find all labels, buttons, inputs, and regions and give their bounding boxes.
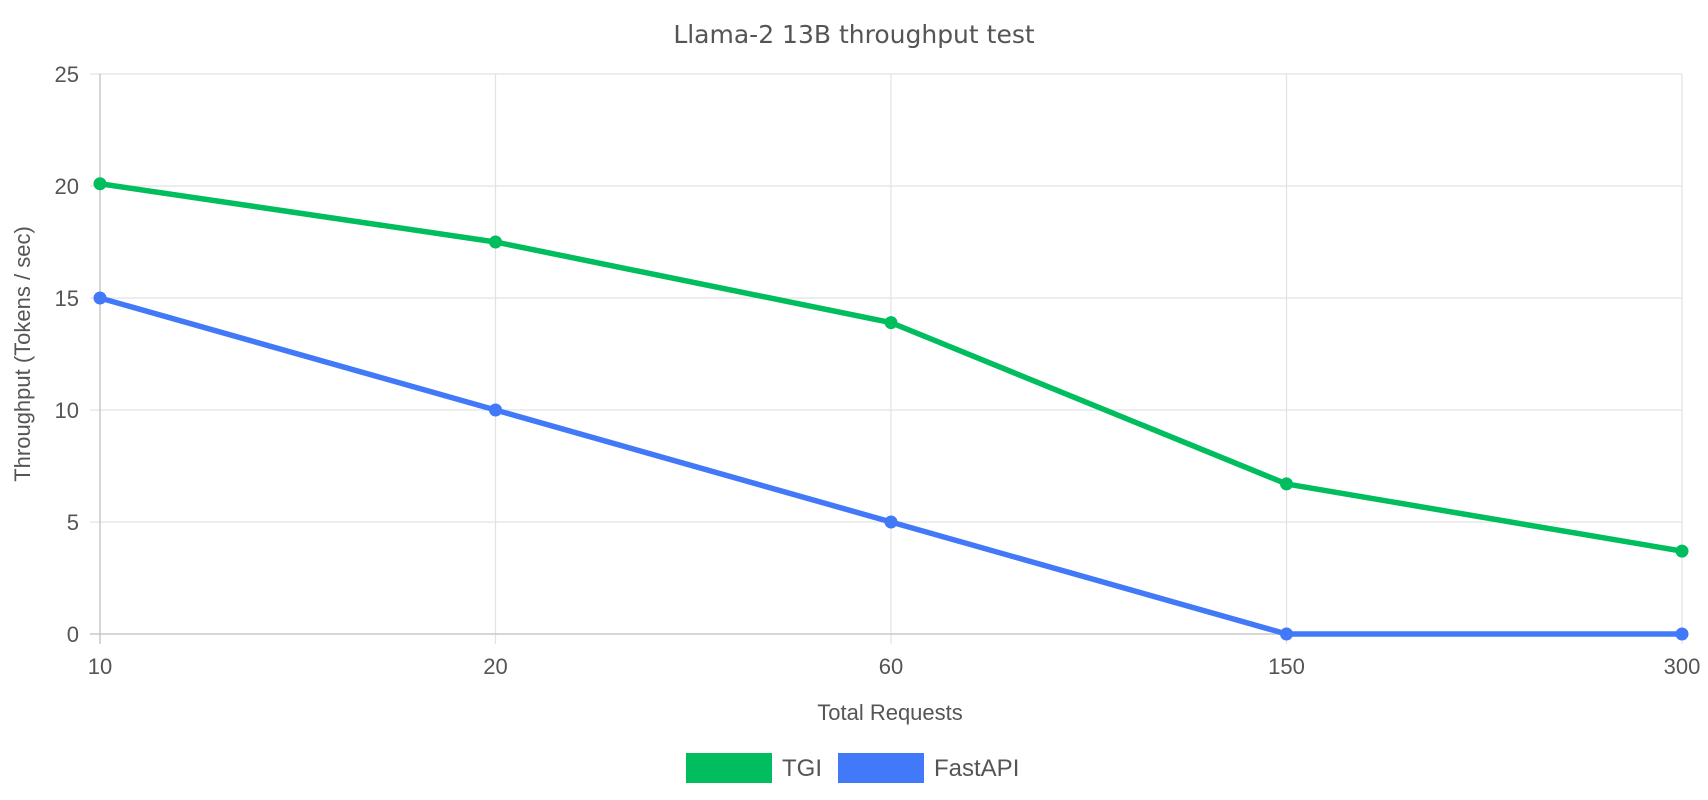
x-tick-label-300: 300 — [1664, 654, 1701, 679]
y-tick-label-15: 15 — [55, 286, 79, 311]
point-tgi-300 — [1675, 544, 1689, 558]
series-fastapi — [93, 291, 1689, 641]
point-tgi-10 — [93, 177, 107, 191]
y-tick-label-10: 10 — [55, 398, 79, 423]
legend-label-tgi: TGI — [782, 755, 822, 782]
series-tgi — [93, 177, 1689, 558]
legend-swatch-tgi — [686, 753, 772, 783]
y-axis-label: Throughput (Tokens / sec) — [10, 226, 35, 482]
x-tick-label-150: 150 — [1268, 654, 1305, 679]
x-axis-label: Total Requests — [817, 700, 963, 725]
y-tick-labels: 0 5 10 15 20 25 — [55, 62, 79, 647]
x-tick-label-60: 60 — [879, 654, 903, 679]
point-tgi-20 — [489, 235, 502, 249]
y-tick-label-20: 20 — [55, 174, 79, 199]
x-tick-labels: 10 20 60 150 300 — [88, 654, 1701, 679]
series-lines — [93, 177, 1689, 641]
point-fastapi-150 — [1280, 627, 1293, 641]
point-fastapi-300 — [1675, 627, 1689, 641]
point-tgi-150 — [1280, 477, 1293, 491]
point-tgi-60 — [884, 316, 898, 330]
point-fastapi-20 — [489, 403, 502, 417]
legend-item-tgi[interactable]: TGI — [686, 753, 822, 783]
x-tick-label-10: 10 — [88, 654, 112, 679]
point-fastapi-60 — [884, 515, 898, 529]
y-tick-label-5: 5 — [67, 510, 79, 535]
legend-label-fastapi: FastAPI — [934, 755, 1019, 782]
legend-item-fastapi[interactable]: FastAPI — [838, 753, 1019, 783]
legend-swatch-fastapi — [838, 753, 924, 783]
axes — [90, 74, 1682, 644]
point-fastapi-10 — [93, 291, 107, 305]
x-tick-label-20: 20 — [483, 654, 507, 679]
y-tick-label-25: 25 — [55, 62, 79, 87]
y-tick-label-0: 0 — [67, 622, 79, 647]
grid-lines — [90, 73, 1683, 644]
chart-title: Llama-2 13B throughput test — [673, 20, 1035, 49]
legend: TGI FastAPI — [686, 753, 1019, 783]
